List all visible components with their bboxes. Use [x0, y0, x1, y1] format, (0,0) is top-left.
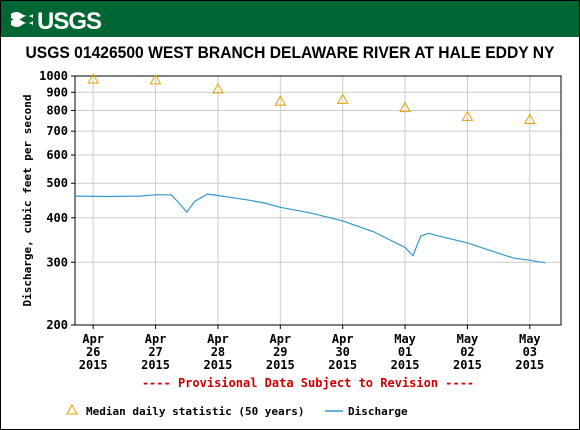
median-marker	[461, 110, 474, 121]
y-tick-label: 800	[46, 104, 68, 118]
x-tick-label: Apr	[269, 332, 291, 346]
usgs-wave-icon	[11, 12, 33, 27]
x-tick-label: Apr	[145, 332, 167, 346]
x-tick-label: May	[519, 332, 541, 346]
plot-area-border	[74, 75, 562, 326]
median-marker	[87, 73, 100, 84]
legend-median-symbol	[66, 403, 78, 415]
usgs-logo-text: USGS	[37, 8, 102, 35]
x-tick-label: 2015	[391, 358, 420, 372]
x-tick-label: 2015	[266, 358, 295, 372]
y-tick-label: 1000	[39, 69, 68, 83]
y-tick-label: 900	[46, 85, 68, 99]
x-tick-label: May	[394, 332, 416, 346]
x-tick-label: 03	[523, 345, 537, 359]
y-tick-label: 200	[46, 318, 68, 332]
x-tick-label: 01	[398, 345, 412, 359]
x-tick-label: 2015	[515, 358, 544, 372]
chart-title: USGS 01426500 WEST BRANCH DELAWARE RIVER…	[25, 43, 555, 62]
y-tick-label: 700	[46, 124, 68, 138]
legend: Median daily statistic (50 years) Dischar…	[66, 403, 408, 418]
y-tick-label: 400	[46, 211, 68, 225]
median-marker	[149, 73, 162, 85]
x-tick-label: 28	[211, 345, 225, 359]
x-tick-label: Apr	[207, 332, 229, 346]
usgs-banner	[1, 1, 579, 37]
x-tick-label: 2015	[79, 358, 108, 372]
x-tick-label: Apr	[332, 332, 354, 346]
y-axis-label: Discharge, cubic feet per second	[21, 95, 34, 307]
median-marker	[523, 113, 536, 124]
legend-median-label: Median daily statistic (50 years)	[86, 405, 305, 418]
x-tick-label: 30	[335, 345, 349, 359]
discharge-line	[74, 193, 546, 264]
y-tick-label: 600	[46, 148, 68, 162]
y-tick-label: 500	[46, 176, 68, 190]
x-tick-label: 2015	[203, 358, 232, 372]
usgs-logo: USGS	[7, 5, 102, 35]
x-tick-label: 2015	[453, 358, 482, 372]
x-tick-label: 27	[148, 345, 162, 359]
x-tick-label: 2015	[328, 358, 357, 372]
x-tick-label: 02	[460, 345, 474, 359]
x-tick-label: Apr	[82, 332, 104, 346]
x-tick-label: 2015	[141, 358, 170, 372]
y-tick-label: 300	[46, 255, 68, 269]
legend-discharge-label: Discharge	[348, 405, 408, 418]
x-tick-label: 26	[86, 345, 100, 359]
median-marker	[212, 82, 224, 94]
x-tick-label: 29	[273, 345, 287, 359]
provisional-notice: ---- Provisional Data Subject to Revisio…	[142, 376, 474, 390]
banner-background	[1, 1, 579, 37]
x-tick-label: May	[457, 332, 479, 346]
median-marker	[399, 101, 411, 113]
median-marker	[336, 93, 349, 104]
median-marker	[274, 95, 287, 106]
